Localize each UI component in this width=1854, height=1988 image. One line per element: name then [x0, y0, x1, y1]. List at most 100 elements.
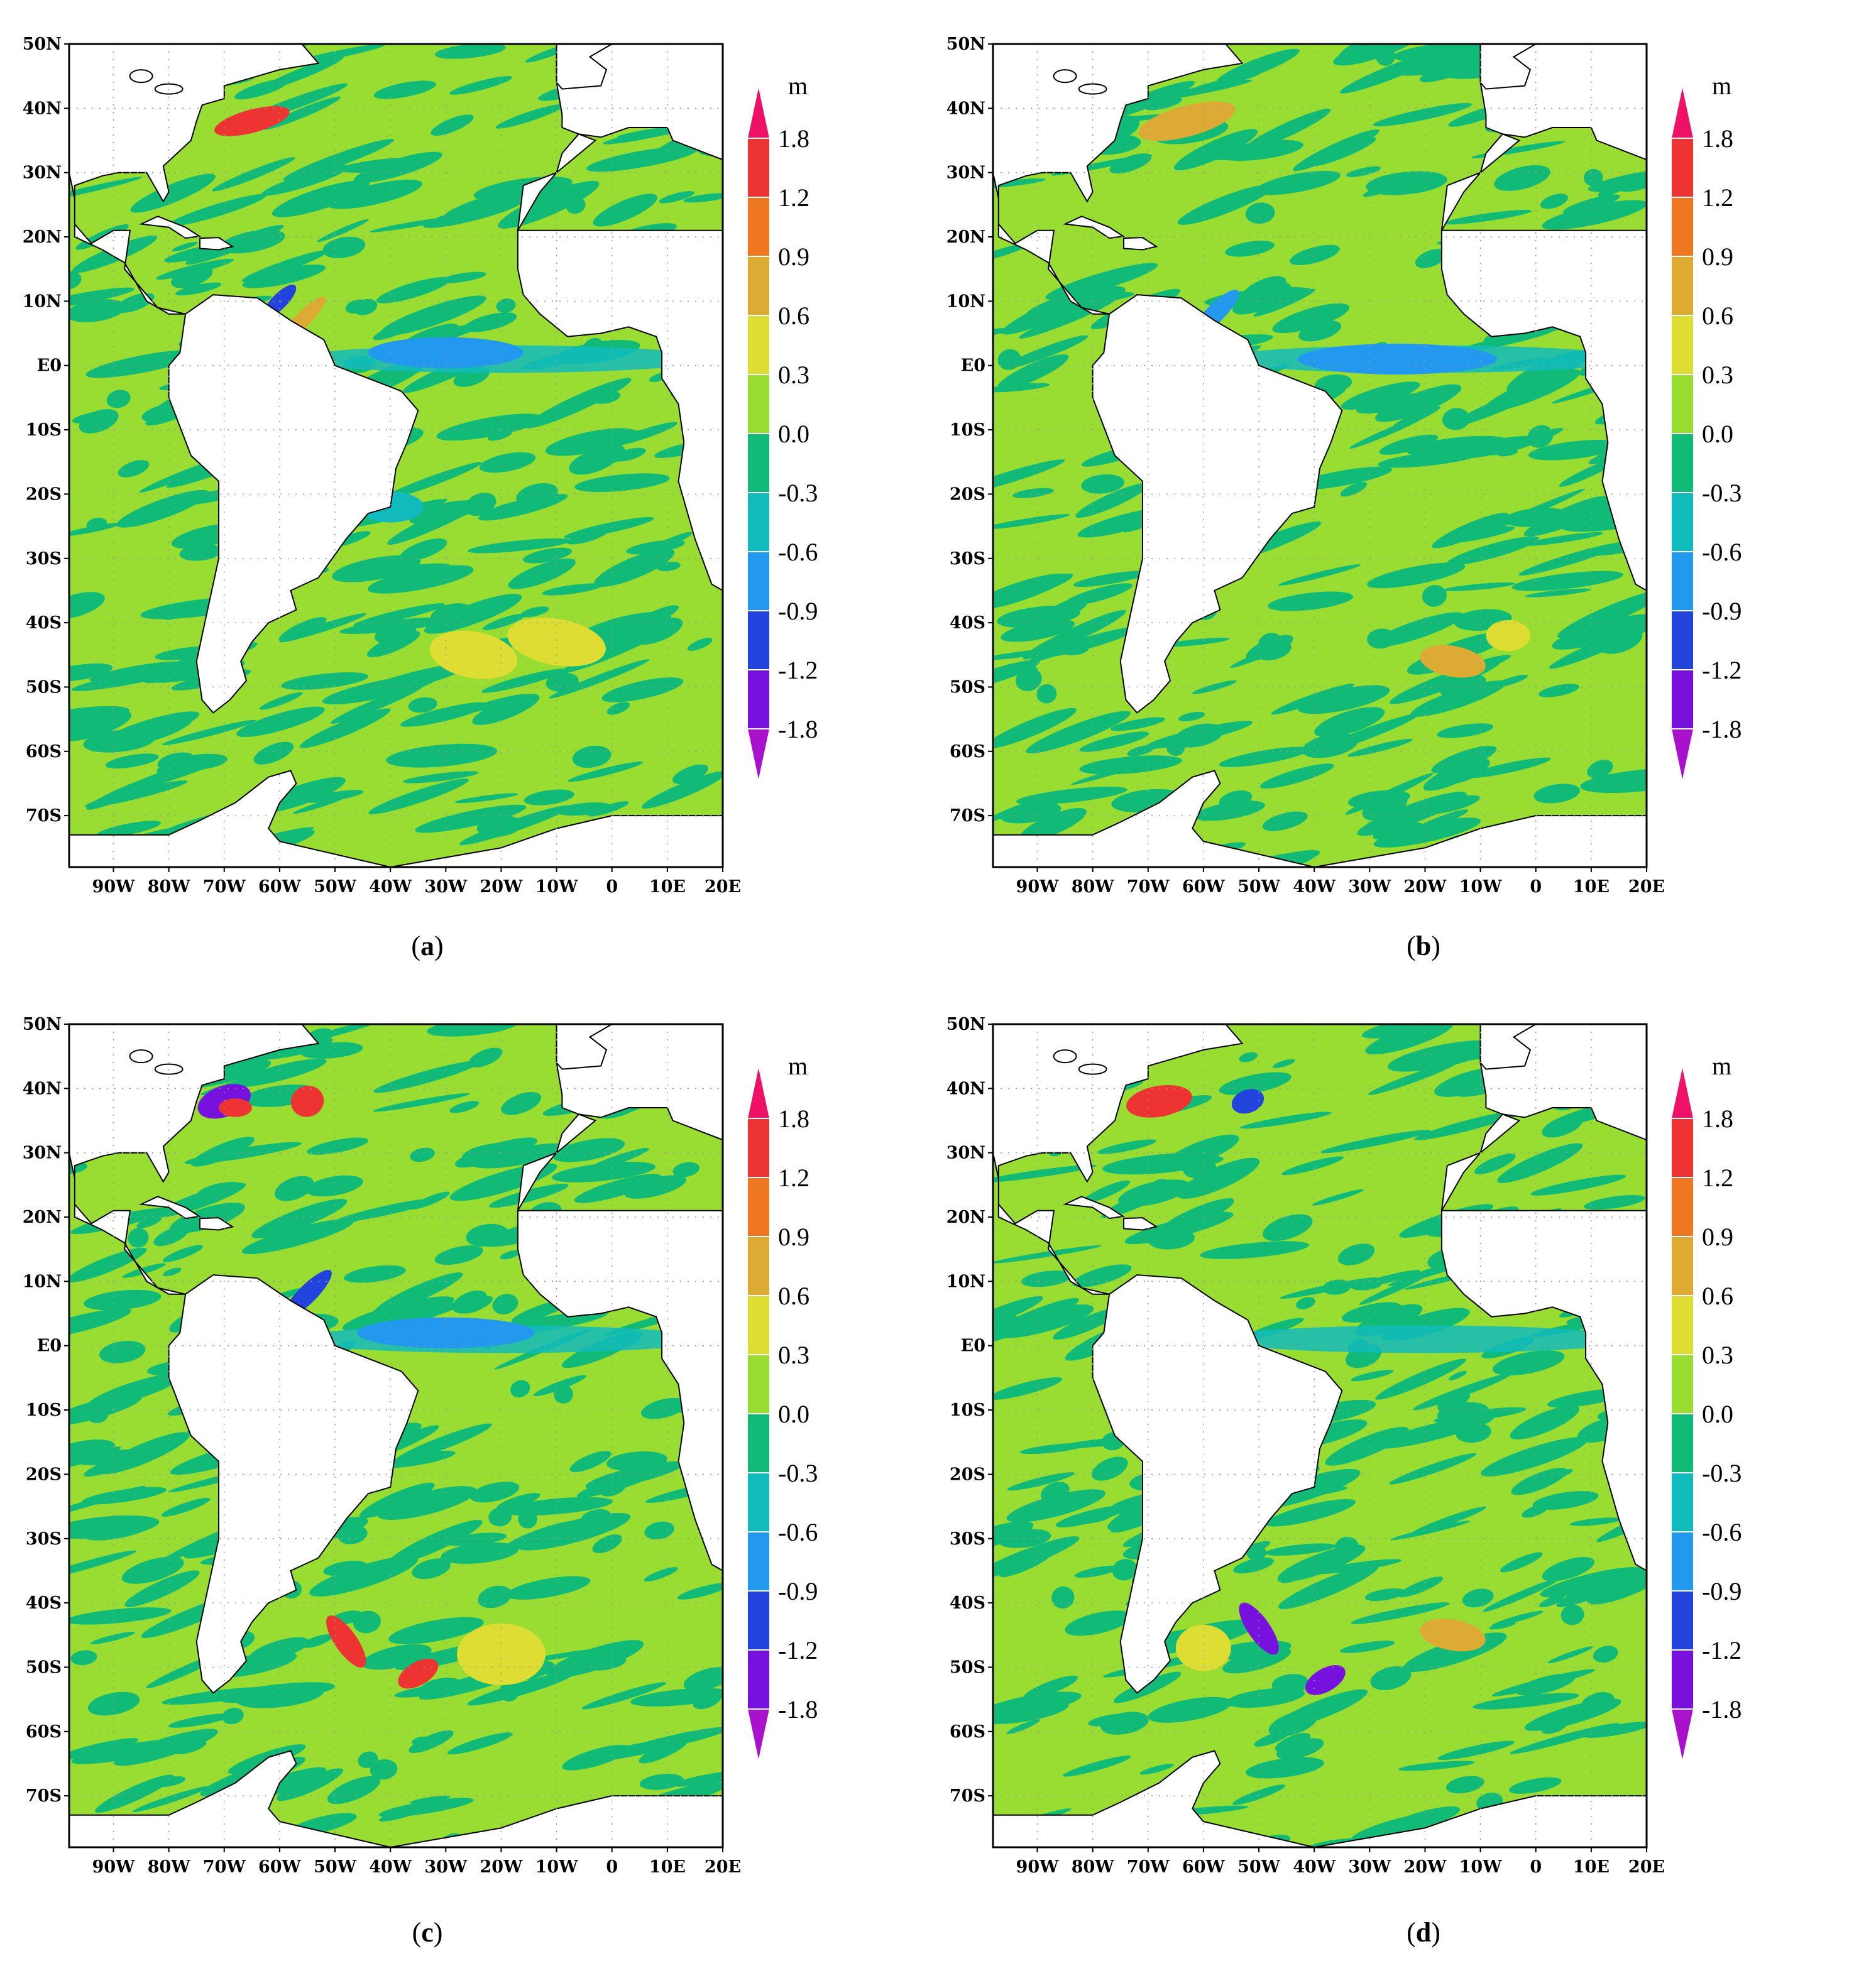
anomaly-patch	[130, 173, 216, 213]
coastline	[69, 770, 723, 867]
lake-outline	[129, 69, 153, 84]
colorbar-top-arrow	[1672, 88, 1693, 138]
map-c: 50N 40N 30N 20N 10N E0 10S 20S 30S 40S 50S 60S 70S 90…	[23, 1015, 818, 1877]
colorbar-segment	[1672, 315, 1693, 374]
coastline	[1092, 294, 1343, 714]
anomaly-patch	[69, 177, 143, 202]
anomaly-patch	[69, 1607, 172, 1625]
anomaly-patch	[481, 669, 566, 693]
anomaly-patch	[1259, 763, 1334, 789]
anomaly-patch	[1491, 1610, 1544, 1627]
colorbar-segment	[1672, 1414, 1693, 1473]
anomaly-patch	[993, 1521, 1034, 1551]
anomaly-patch	[577, 1467, 662, 1498]
anomaly-feature	[1239, 1602, 1279, 1655]
colorbar: 1.8 1.2 0.9 0.6 0.3 0.0 -0.3 -0.6 -0.9 -1.2 -1.8 m	[1672, 72, 1742, 779]
anomaly-patch	[1298, 685, 1390, 714]
anomaly-patch	[1045, 263, 1158, 300]
lon-tick-label: 20E	[705, 877, 741, 897]
coastline	[138, 216, 201, 239]
anomaly-patch	[593, 194, 657, 227]
coastline	[168, 1274, 419, 1694]
caption-d: (d)	[1407, 1917, 1440, 1948]
anomaly-patch	[1489, 1622, 1516, 1630]
anomaly-patch	[1492, 1350, 1565, 1376]
anomaly-patch	[427, 1024, 518, 1037]
lat-tick-label: 30N	[23, 163, 62, 183]
anomaly-patch	[380, 1450, 456, 1468]
colorbar-label: 0.6	[1702, 302, 1733, 330]
anomaly-patch	[359, 1482, 435, 1519]
anomaly-patch	[518, 1509, 537, 1529]
anomaly-patch	[1245, 1757, 1324, 1779]
anomaly-feature	[1420, 645, 1486, 678]
anomaly-patch	[1481, 1437, 1588, 1477]
lon-tick-label: 90W	[1016, 877, 1060, 897]
lon-tick-label: 30W	[1348, 1857, 1391, 1877]
anomaly-patch	[439, 271, 486, 283]
coastline	[993, 770, 1647, 867]
anomaly-patch	[606, 702, 630, 715]
lon-tick-label: 40W	[1293, 877, 1336, 897]
colorbar-label: -0.6	[1702, 538, 1742, 566]
anomaly-patch	[251, 1198, 348, 1238]
anomaly-patch	[1587, 760, 1613, 778]
anomaly-patch	[472, 694, 540, 725]
anomaly-patch	[1219, 139, 1303, 161]
anomaly-patch	[272, 180, 370, 217]
anomaly-patch	[70, 1650, 97, 1666]
anomaly-feature	[1126, 1084, 1192, 1118]
anomaly-patch	[436, 413, 544, 441]
anomaly-patch	[161, 1497, 211, 1517]
anomaly-patch	[71, 667, 189, 691]
colorbar-unit: m	[788, 72, 808, 100]
lat-tick-label: E0	[961, 356, 985, 376]
anomaly-patch	[1012, 488, 1054, 498]
anomaly-patch	[1272, 1059, 1295, 1068]
coastline	[1440, 44, 1647, 592]
colorbar-segment	[1672, 1591, 1693, 1650]
colorbar: 1.8 1.2 0.9 0.6 0.3 0.0 -0.3 -0.6 -0.9 -1.2 -1.8 m	[748, 72, 818, 779]
lat-tick-label: 20N	[946, 227, 985, 247]
anomaly-patch	[683, 193, 723, 203]
anomaly-patch	[431, 114, 474, 136]
anomaly-patch	[163, 1245, 204, 1262]
colorbar-segment	[1672, 1473, 1693, 1532]
anomaly-patch	[410, 1191, 450, 1210]
anomaly-patch	[424, 594, 522, 634]
anomaly-patch	[1350, 1281, 1382, 1291]
anomaly-patch	[434, 1245, 483, 1265]
colorbar-label: 0.9	[1702, 1223, 1733, 1251]
anomaly-patch	[1082, 1180, 1131, 1204]
colorbar-segment	[748, 434, 769, 493]
anomaly-patch	[1322, 1279, 1351, 1295]
anomaly-patch	[1178, 711, 1205, 722]
anomaly-patch	[1363, 171, 1428, 197]
anomaly-patch	[345, 299, 368, 314]
anomaly-patch	[1062, 1756, 1131, 1777]
anomaly-patch	[1239, 1052, 1258, 1062]
anomaly-patch	[118, 460, 150, 478]
anomaly-patch	[155, 1776, 186, 1788]
anomaly-patch	[516, 1512, 631, 1551]
lat-tick-label: 30N	[23, 1144, 62, 1163]
lat-tick-label: 20N	[23, 1208, 62, 1227]
anomaly-patch	[1067, 1516, 1109, 1526]
ocean-field	[69, 44, 723, 867]
anomaly-patch	[69, 663, 113, 682]
anomaly-patch	[1498, 450, 1518, 457]
anomaly-patch	[993, 1164, 1097, 1183]
anomaly-patch	[1437, 1402, 1489, 1424]
colorbar-label: -1.8	[1702, 715, 1742, 743]
anomaly-patch	[576, 611, 671, 644]
anomaly-feature	[456, 1623, 546, 1686]
anomaly-patch	[299, 708, 391, 748]
anomaly-patch	[303, 790, 364, 803]
anomaly-patch	[305, 1175, 363, 1197]
colorbar-label: 0.6	[1702, 1282, 1733, 1310]
anomaly-patch	[1364, 1588, 1405, 1602]
panel-b: 50N 40N 30N 20N 10N E0 10S 20S 30S 40S 50S 60S 70S 90…	[943, 25, 1848, 980]
anomaly-patch	[1225, 241, 1275, 257]
colorbar-top-arrow	[748, 1068, 769, 1118]
anomaly-patch	[449, 1101, 480, 1113]
